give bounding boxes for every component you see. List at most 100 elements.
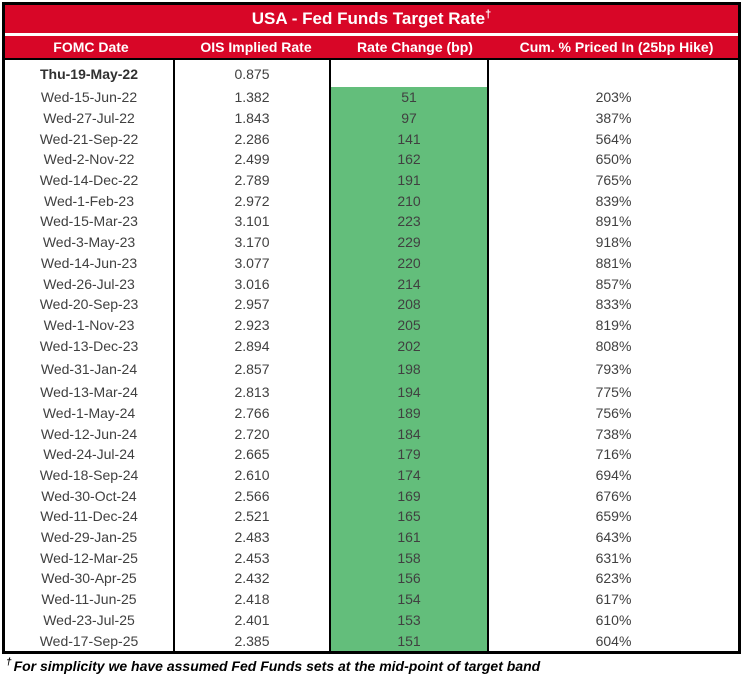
cum-priced-cell: 643% [595,529,632,546]
cum-priced-cell: 857% [595,275,632,292]
rate-change-cell: 154 [331,588,489,610]
cum-priced-cell: 676% [595,487,632,504]
fomc-date-cell: Wed-2-Nov-22 [5,149,175,170]
rate-change-cell: 158 [331,547,489,569]
ois-rate-cell: 2.720 [175,423,331,444]
ois-rate-cell: 2.401 [175,609,331,631]
ois-rate-cell: 3.170 [175,231,331,253]
cum-priced-cell: 833% [595,296,632,313]
table-row: Wed-23-Jul-25 2.401 153 610% [5,609,738,631]
table-row: Wed-31-Jan-24 2.857 198 793% [5,355,738,382]
cum-priced-cell: 891% [595,213,632,230]
cum-priced-cell: 203% [595,89,632,106]
ois-rate-cell: 2.418 [175,588,331,610]
cum-priced-cell: 918% [595,234,632,251]
table-row: Wed-11-Dec-24 2.521 165 659% [5,506,738,527]
ois-rate-cell: 2.857 [175,355,331,382]
table-row: Wed-30-Apr-25 2.432 156 623% [5,568,738,589]
cum-priced-cell: 387% [595,110,632,127]
rate-change-cell: 220 [331,252,489,274]
rate-change-cell: 205 [331,314,489,336]
rate-change-cell: 162 [331,149,489,170]
rate-change-cell: 214 [331,273,489,294]
fomc-date-cell: Wed-20-Sep-23 [5,293,175,315]
ois-rate-cell: 2.385 [175,630,331,651]
ois-rate-cell: 2.766 [175,402,331,424]
cum-priced-cell: 839% [595,192,632,209]
table-row: Wed-30-Oct-24 2.566 169 676% [5,485,738,507]
ois-rate-cell: 1.382 [175,87,331,108]
fomc-date-cell: Wed-14-Dec-22 [5,169,175,191]
rate-change-cell: 174 [331,464,489,486]
table-row: Wed-13-Dec-23 2.894 202 808% [5,335,738,356]
rate-change-cell: 202 [331,335,489,356]
table-row: Wed-14-Jun-23 3.077 220 881% [5,252,738,274]
ois-rate-cell: 2.483 [175,526,331,548]
col-header-ois-implied-rate: OIS Implied Rate [200,39,312,55]
fomc-date-cell: Wed-13-Mar-24 [5,381,175,403]
rate-change-cell: 191 [331,169,489,191]
rate-change-cell: 169 [331,485,489,507]
table-row: Wed-3-May-23 3.170 229 918% [5,231,738,253]
cum-priced-cell: 631% [595,549,632,566]
rate-change-cell: 210 [331,190,489,212]
rate-change-cell: 223 [331,211,489,232]
rate-change-cell: 229 [331,231,489,253]
rate-change-cell: 194 [331,381,489,403]
fomc-date-cell: Wed-30-Apr-25 [5,568,175,589]
table-row: Wed-1-Feb-23 2.972 210 839% [5,190,738,212]
fomc-date-cell: Wed-1-May-24 [5,402,175,424]
rate-change-cell: 151 [331,630,489,651]
fomc-date-cell: Wed-21-Sep-22 [5,128,175,150]
fomc-date-cell: Thu-19-May-22 [5,60,175,87]
rate-change-cell: 153 [331,609,489,631]
fomc-date-cell: Wed-15-Jun-22 [5,87,175,108]
table-row: Wed-21-Sep-22 2.286 141 564% [5,128,738,150]
fomc-date-cell: Wed-18-Sep-24 [5,464,175,486]
ois-rate-cell: 3.077 [175,252,331,274]
fomc-date-cell: Wed-11-Dec-24 [5,506,175,527]
cum-priced-cell: 738% [595,425,632,442]
column-header-row: FOMC Date OIS Implied Rate Rate Change (… [5,36,738,60]
fomc-date-cell: Wed-24-Jul-24 [5,444,175,465]
fomc-date-cell: Wed-1-Feb-23 [5,190,175,212]
ois-rate-cell: 2.957 [175,293,331,315]
fomc-date-cell: Wed-1-Nov-23 [5,314,175,336]
ois-rate-cell: 1.843 [175,107,331,129]
fomc-date-cell: Wed-27-Jul-22 [5,107,175,129]
cum-priced-cell: 564% [595,130,632,147]
cum-priced-cell: 808% [595,337,632,354]
rate-change-cell: 97 [331,107,489,129]
title-text: USA - Fed Funds Target Rate [251,9,486,28]
fomc-date-cell: Wed-23-Jul-25 [5,609,175,631]
ois-rate-cell: 2.923 [175,314,331,336]
fomc-date-cell: Wed-29-Jan-25 [5,526,175,548]
cum-priced-cell: 623% [595,570,632,587]
table-row: Wed-29-Jan-25 2.483 161 643% [5,526,738,548]
rate-change-cell: 156 [331,568,489,589]
ois-rate-cell: 2.566 [175,485,331,507]
table-row: Wed-17-Sep-25 2.385 151 604% [5,630,738,651]
fomc-date-cell: Wed-13-Dec-23 [5,335,175,356]
ois-rate-cell: 2.499 [175,149,331,170]
rate-change-cell [331,60,489,87]
ois-rate-cell: 0.875 [175,60,331,87]
ois-rate-cell: 3.101 [175,211,331,232]
cum-priced-cell: 881% [595,254,632,271]
table-row: Wed-20-Sep-23 2.957 208 833% [5,293,738,315]
ois-rate-cell: 2.286 [175,128,331,150]
fomc-date-cell: Wed-31-Jan-24 [5,355,175,382]
ois-rate-cell: 2.432 [175,568,331,589]
table-row: Wed-11-Jun-25 2.418 154 617% [5,588,738,610]
fomc-date-cell: Wed-14-Jun-23 [5,252,175,274]
table-row: Wed-24-Jul-24 2.665 179 716% [5,444,738,465]
title-divider [5,33,738,36]
ois-rate-cell: 2.521 [175,506,331,527]
fomc-date-cell: Wed-3-May-23 [5,231,175,253]
rate-change-cell: 51 [331,87,489,108]
table-row: Wed-15-Mar-23 3.101 223 891% [5,211,738,232]
footnote-text: For simplicity we have assumed Fed Funds… [13,658,541,674]
ois-rate-cell: 2.665 [175,444,331,465]
title-dagger: † [485,8,492,21]
ois-rate-cell: 2.610 [175,464,331,486]
